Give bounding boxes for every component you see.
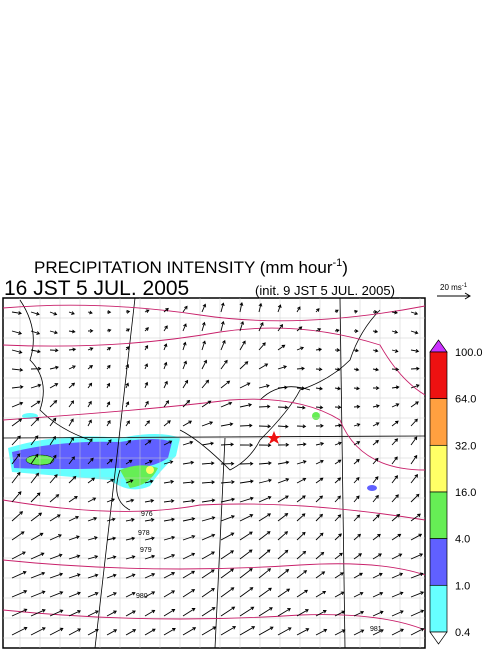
colorbar-label: 100.0: [455, 347, 483, 359]
contour-label: 979: [140, 547, 152, 554]
colorbar-segment: [429, 444, 448, 493]
title: PRECIPITATION INTENSITY (mm hour-1): [34, 257, 348, 277]
colorbar-segment: [429, 398, 448, 446]
domain-lines: [2, 297, 426, 649]
wind-scale-label: 20 ms: [440, 283, 462, 292]
title-sup: -1: [332, 257, 342, 269]
colorbar-segment: [429, 538, 448, 586]
isobar: [2, 499, 426, 521]
valid-time: 16 JST 5 JUL. 2005: [4, 277, 189, 300]
station-star: [267, 431, 281, 444]
colorbar-segment: [429, 491, 448, 540]
isobar: [2, 304, 426, 322]
contour-label: 981: [370, 626, 382, 633]
title-main: PRECIPITATION INTENSITY (mm hour: [34, 258, 333, 277]
title-close: ): [342, 258, 348, 277]
wind-scale-sup: -1: [462, 283, 468, 289]
precip-blue: [367, 485, 377, 491]
wind-vectors: [11, 302, 425, 636]
grid: [3, 298, 425, 648]
colorbar-label: 1.0: [455, 580, 470, 592]
precip-yellow: [146, 466, 154, 474]
precip-green: [312, 412, 320, 420]
colorbar: 100.0 64.0 32.0 16.0 4.0 1.0 0.4: [429, 339, 483, 645]
isobar: [2, 559, 426, 576]
colorbar-label: 16.0: [455, 487, 476, 499]
map: 976 978 979 980 981: [2, 297, 426, 649]
wind-scale: 20 ms-1: [440, 283, 468, 292]
colorbar-label: 4.0: [455, 534, 470, 546]
colorbar-under: [429, 631, 448, 645]
contour-label: 976: [141, 511, 153, 518]
colorbar-label: 64.0: [455, 394, 476, 406]
isobar: [2, 398, 426, 471]
colorbar-segment: [429, 351, 448, 400]
contour-label: 980: [136, 593, 148, 600]
isobar: [2, 609, 426, 631]
coastline: [19, 299, 381, 511]
init-time: (init. 9 JST 5 JUL. 2005): [255, 283, 395, 298]
colorbar-label: 32.0: [455, 440, 476, 452]
isobar: [2, 327, 426, 396]
colorbar-segment: [429, 584, 448, 633]
contour-label: 978: [138, 530, 150, 537]
wind-scale-arrow: [437, 292, 471, 300]
colorbar-label: 0.4: [455, 627, 470, 639]
